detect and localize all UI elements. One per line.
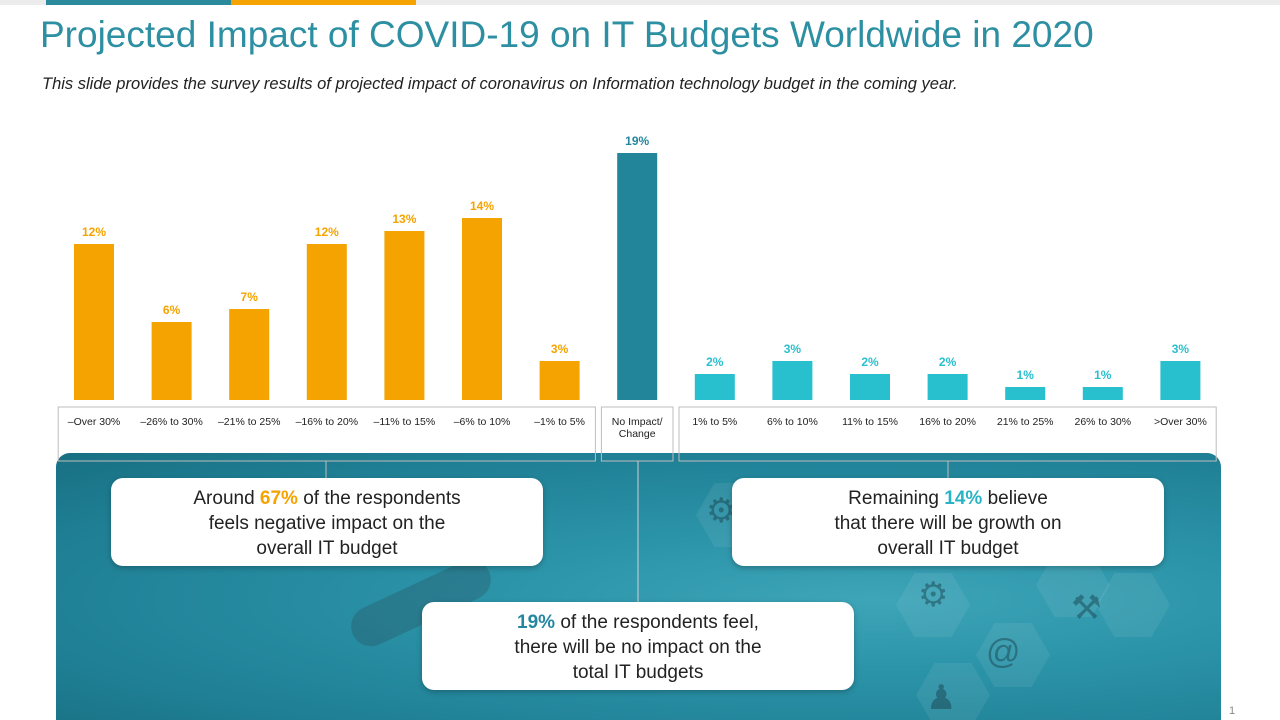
data-label-7: 3% — [551, 342, 569, 356]
callout-negative-line1: Around 67% of the respondents — [111, 486, 543, 511]
category-label-7: –1% to 5% — [534, 416, 585, 428]
bar-2 — [151, 322, 192, 400]
bar-12 — [927, 374, 968, 400]
callout-neutral-line2: there will be no impact on the — [514, 637, 762, 658]
category-group-box-neutral — [600, 406, 674, 462]
accent-segment-teal — [46, 0, 231, 5]
bar-6 — [462, 218, 502, 400]
category-label-4: –16% to 20% — [296, 416, 358, 428]
bar-15 — [1160, 361, 1201, 400]
bar-14 — [1082, 387, 1123, 400]
data-label-8: 19% — [625, 134, 649, 148]
category-label-5: –11% to 15% — [374, 416, 436, 428]
person-icon: ♟ — [926, 679, 957, 717]
bar-1 — [74, 244, 114, 400]
data-label-11: 2% — [861, 355, 879, 369]
category-label-9: 1% to 5% — [692, 416, 737, 428]
data-label-4: 12% — [315, 225, 339, 239]
accent-segment-orange — [231, 0, 416, 5]
category-label-15: >Over 30% — [1154, 416, 1207, 428]
callout-highlight: 19% — [517, 612, 556, 633]
category-group-box-negative — [57, 406, 596, 462]
callout-text: Around — [193, 488, 260, 509]
callout-negative-line3: overall IT budget — [256, 538, 398, 559]
bar-9 — [694, 374, 735, 400]
bar-3 — [229, 309, 270, 400]
callout-negative-line2: feels negative impact on the — [208, 513, 446, 534]
bar-11 — [850, 374, 890, 400]
robot-arm-icon: ⚒ — [1071, 589, 1102, 627]
at-sign-icon: @ — [986, 633, 1021, 671]
callout-neutral-line1: 19% of the respondents feel, — [422, 610, 854, 635]
category-label-2: –26% to 30% — [140, 416, 202, 428]
category-label-10: 6% to 10% — [767, 416, 818, 428]
callout-highlight: 67% — [259, 488, 298, 509]
bar-13 — [1005, 387, 1046, 400]
callout-positive: Remaining 14% believe that there will be… — [732, 478, 1164, 566]
callout-highlight: 14% — [944, 488, 983, 509]
callout-text: of the respondents feel, — [555, 612, 759, 633]
data-label-9: 2% — [706, 355, 724, 369]
data-label-12: 2% — [939, 355, 957, 369]
page-subtitle: This slide provides the survey results o… — [42, 75, 958, 93]
category-label-13: 21% to 25% — [997, 416, 1054, 428]
data-label-10: 3% — [784, 342, 802, 356]
page-title: Projected Impact of COVID-19 on IT Budge… — [40, 14, 1094, 55]
gear-head-icon: ⚙ — [918, 576, 949, 614]
category-label-1: –Over 30% — [68, 416, 121, 428]
bar-4 — [306, 244, 347, 400]
top-accent-bar — [0, 0, 1280, 5]
callout-text: of the respondents — [297, 488, 461, 509]
category-label-12: 16% to 20% — [919, 416, 976, 428]
bar-10 — [772, 361, 813, 400]
callout-text: Remaining — [848, 488, 945, 509]
category-label-3: –21% to 25% — [218, 416, 280, 428]
bar-7 — [539, 361, 580, 400]
callout-negative: Around 67% of the respondents feels nega… — [111, 478, 543, 566]
data-label-15: 3% — [1172, 342, 1190, 356]
data-label-14: 1% — [1094, 368, 1112, 382]
category-label-14: 26% to 30% — [1074, 416, 1131, 428]
category-label-6: –6% to 10% — [454, 416, 511, 428]
hex-tile — [1096, 573, 1170, 637]
data-label-6: 14% — [470, 199, 494, 213]
category-label-11: 11% to 15% — [842, 416, 898, 428]
callout-text: believe — [982, 488, 1048, 509]
data-label-13: 1% — [1017, 368, 1035, 382]
data-label-3: 7% — [241, 290, 259, 304]
data-label-1: 12% — [82, 225, 106, 239]
category-label-8: Change — [619, 428, 656, 440]
callout-neutral: 19% of the respondents feel, there will … — [422, 602, 854, 690]
gear-icon: ⚙ — [706, 492, 737, 530]
callout-neutral-line3: total IT budgets — [572, 662, 704, 683]
data-label-2: 6% — [163, 303, 181, 317]
data-label-5: 13% — [392, 212, 416, 226]
bar-5 — [384, 231, 425, 400]
callout-positive-line3: overall IT budget — [877, 538, 1019, 559]
callout-positive-line2: that there will be growth on — [834, 513, 1062, 534]
page-number: 1 — [1229, 705, 1236, 717]
callout-positive-line1: Remaining 14% believe — [732, 486, 1164, 511]
category-label-8: No Impact/ — [612, 416, 663, 428]
bar-8 — [617, 153, 658, 400]
